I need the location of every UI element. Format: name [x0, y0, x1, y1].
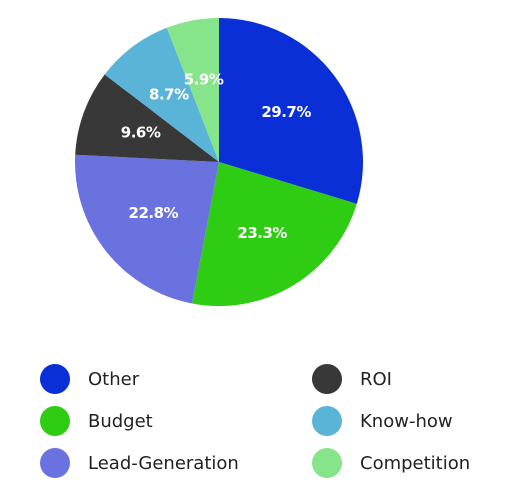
- pie-label-know-how: 8.7%: [149, 86, 189, 104]
- legend-swatch-know-how: [312, 406, 342, 436]
- legend-label-roi: ROI: [360, 368, 392, 390]
- legend-swatch-lead-generation: [40, 448, 70, 478]
- pie-chart: 29.7% 23.3% 22.8% 9.6% 8.7% 5.9%: [74, 18, 364, 307]
- pie-slice-other: [219, 18, 364, 204]
- legend-item-budget: Budget: [40, 400, 312, 442]
- legend-swatch-roi: [312, 364, 342, 394]
- legend-swatch-budget: [40, 406, 70, 436]
- pie-label-competition: 5.9%: [184, 70, 224, 88]
- pie-label-roi: 9.6%: [121, 124, 161, 142]
- pie-slice-budget: [192, 162, 357, 307]
- legend-item-other: Other: [40, 358, 312, 400]
- pie-slice-know-how: [104, 27, 219, 163]
- legend-label-other: Other: [88, 368, 140, 390]
- pie-chart-svg: 29.7% 23.3% 22.8% 9.6% 8.7%5.9%: [74, 18, 364, 307]
- legend: Other ROI Budget Know-how Lead-Generatio…: [40, 358, 500, 484]
- legend-swatch-competition: [312, 448, 342, 478]
- legend-label-competition: Competition: [360, 452, 471, 474]
- pie-label-budget: 23.3%: [237, 224, 287, 242]
- pie-slice-lead-generation: [74, 154, 219, 304]
- legend-label-budget: Budget: [88, 410, 153, 432]
- legend-item-lead-generation: Lead-Generation: [40, 442, 312, 484]
- legend-item-competition: Competition: [312, 442, 492, 484]
- pie-slice-competition: [166, 18, 219, 162]
- legend-label-lead-generation: Lead-Generation: [88, 452, 239, 474]
- legend-swatch-other: [40, 364, 70, 394]
- pie-label-other: 29.7%: [261, 103, 311, 121]
- pie-label-lead-generation: 22.8%: [129, 204, 179, 222]
- legend-label-know-how: Know-how: [360, 410, 453, 432]
- legend-item-know-how: Know-how: [312, 400, 492, 442]
- pie-slice-roi: [75, 74, 219, 162]
- legend-item-roi: ROI: [312, 358, 492, 400]
